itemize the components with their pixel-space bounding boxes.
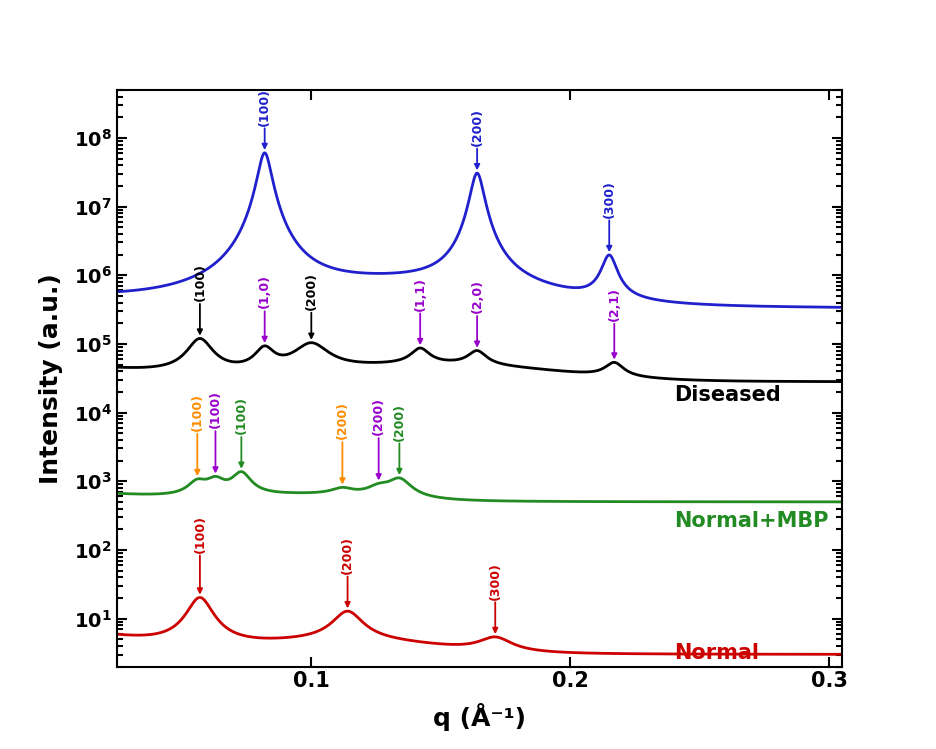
Text: (200): (200) <box>393 402 406 440</box>
Text: (200): (200) <box>373 397 385 435</box>
Text: Diseased: Diseased <box>674 385 781 405</box>
Y-axis label: Intensity (a.u.): Intensity (a.u.) <box>39 273 63 484</box>
Text: (100): (100) <box>258 88 271 126</box>
Text: (100): (100) <box>235 396 248 434</box>
Text: (100): (100) <box>194 515 207 553</box>
Text: (100): (100) <box>191 393 204 431</box>
Text: (300): (300) <box>489 562 502 599</box>
Text: (200): (200) <box>336 401 349 440</box>
Text: (2,0): (2,0) <box>471 279 484 313</box>
X-axis label: q (Å⁻¹): q (Å⁻¹) <box>433 703 526 730</box>
Text: (200): (200) <box>305 272 318 310</box>
Text: (100): (100) <box>194 263 207 301</box>
Text: (2,1): (2,1) <box>607 287 621 321</box>
Text: Normal: Normal <box>674 643 759 663</box>
Text: (200): (200) <box>471 108 484 146</box>
Text: (300): (300) <box>603 180 616 217</box>
Text: (100): (100) <box>209 390 222 428</box>
Text: (1,0): (1,0) <box>258 274 271 309</box>
Text: Normal+MBP: Normal+MBP <box>674 512 828 532</box>
Text: (1,1): (1,1) <box>414 276 427 311</box>
Text: (200): (200) <box>341 536 354 574</box>
